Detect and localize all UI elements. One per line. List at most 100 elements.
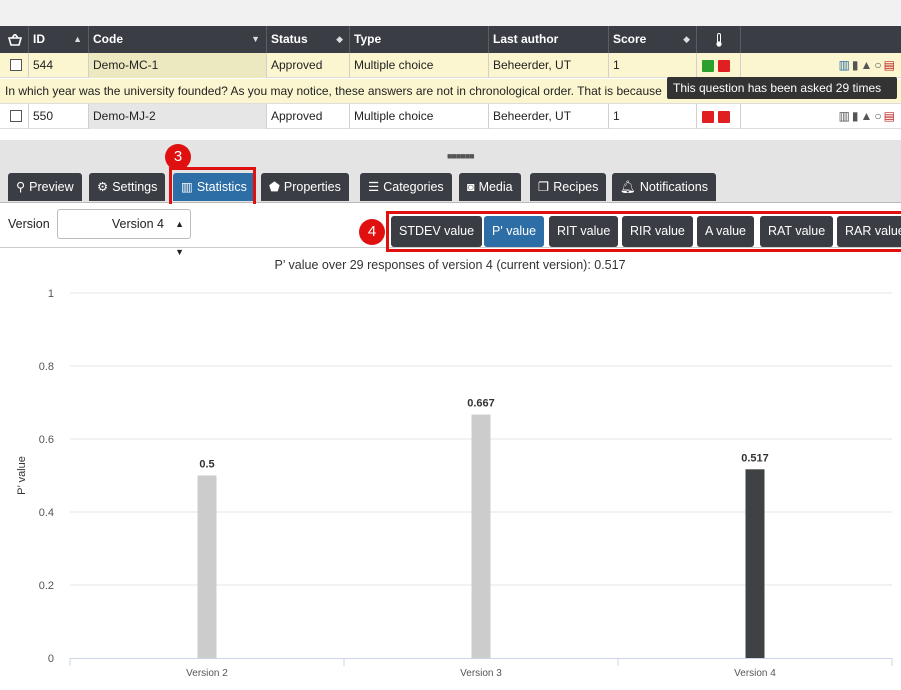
cell-last-author: Beheerder, UT bbox=[489, 104, 609, 129]
tab-categories[interactable]: ☰ Categories bbox=[360, 173, 452, 201]
gear-icon: ⚙ bbox=[97, 180, 109, 194]
tab-label: Preview bbox=[29, 180, 74, 194]
tab-notifications[interactable]: 🔔︎ Notifications bbox=[612, 173, 716, 201]
tab-statistics[interactable]: ▥ Statistics bbox=[173, 173, 255, 201]
y-tick-label: 0.8 bbox=[39, 361, 54, 373]
document-icon[interactable]: ▮ bbox=[851, 109, 861, 123]
y-tick-label: 0.2 bbox=[39, 580, 54, 592]
tab-label: Settings bbox=[112, 180, 158, 194]
tab-media[interactable]: ◙ Media bbox=[459, 173, 521, 201]
tab-bar: ⚲ Preview ⚙ Settings ▥ Statistics ⬟ Properti… bbox=[0, 166, 901, 203]
basket-icon[interactable] bbox=[0, 26, 29, 53]
top-strip bbox=[0, 0, 901, 26]
document-icon[interactable]: ▮ bbox=[851, 58, 861, 72]
header-id-label: ID bbox=[33, 32, 45, 46]
tab-label: Notifications bbox=[639, 180, 708, 194]
header-score-label: Score bbox=[613, 32, 647, 46]
row-checkbox[interactable] bbox=[10, 110, 22, 122]
step-marker-3: 3 bbox=[165, 144, 191, 170]
grip-icon[interactable]: ■■■■■■ bbox=[447, 151, 475, 161]
graduation-cap-icon[interactable]: ▲ bbox=[860, 58, 875, 72]
button-label: RAT value bbox=[768, 224, 826, 238]
tab-preview[interactable]: ⚲ Preview bbox=[8, 173, 82, 201]
thermometer-icon[interactable] bbox=[697, 26, 741, 53]
highlight-box-stat-buttons bbox=[386, 211, 901, 252]
version-label: Version bbox=[8, 217, 50, 231]
row-checkbox[interactable] bbox=[10, 59, 22, 71]
table-header: ID ▲ Code ▼ Status ◆ Type Last author Score… bbox=[0, 26, 901, 53]
tags-icon: ⬟ bbox=[269, 180, 280, 194]
y-tick-label: 0 bbox=[48, 653, 54, 665]
cell-code: Demo-MJ-2 bbox=[89, 104, 267, 129]
header-type-label: Type bbox=[354, 32, 382, 46]
button-label: STDEV value bbox=[399, 224, 475, 238]
cell-status: Approved bbox=[267, 104, 350, 129]
a-value-button[interactable]: A value bbox=[697, 216, 755, 247]
header-code-label: Code bbox=[93, 32, 123, 46]
rit-value-button[interactable]: RIT value bbox=[549, 216, 619, 247]
tab-settings[interactable]: ⚙ Settings bbox=[89, 173, 166, 201]
table-row[interactable]: 544 Demo-MC-1 Approved Multiple choice B… bbox=[0, 53, 901, 78]
cell-score: 1 bbox=[609, 53, 697, 78]
header-last-author-label: Last author bbox=[493, 32, 559, 46]
cell-last-author: Beheerder, UT bbox=[489, 53, 609, 78]
sort-desc-icon: ▼ bbox=[251, 34, 260, 44]
cell-indicators bbox=[697, 53, 741, 78]
tab-recipes[interactable]: ❐ Recipes bbox=[530, 173, 607, 201]
us-flag-icon[interactable]: ▤ bbox=[883, 109, 897, 123]
header-id[interactable]: ID ▲ bbox=[29, 26, 89, 53]
version-select[interactable]: Version 4 ▲ ▼ bbox=[57, 209, 191, 257]
button-label: RIR value bbox=[630, 224, 685, 238]
cell-status: Approved bbox=[267, 53, 350, 78]
statistics-icon[interactable]: ▥ bbox=[838, 109, 852, 123]
copy-icon: ❐ bbox=[538, 180, 550, 194]
y-axis-label: P’ value bbox=[16, 456, 28, 495]
row-select-cell bbox=[0, 104, 29, 129]
tab-properties[interactable]: ⬟ Properties bbox=[261, 173, 349, 201]
rat-value-button[interactable]: RAT value bbox=[760, 216, 834, 247]
indicator-dot bbox=[718, 111, 730, 123]
chart-title: P’ value over 29 responses of version 4 … bbox=[274, 258, 625, 272]
cell-id: 550 bbox=[29, 104, 89, 129]
rar-value-button[interactable]: RAR value bbox=[837, 216, 901, 247]
row-actions: ▥▮▲○▤ bbox=[839, 104, 897, 129]
highlight-box-statistics bbox=[169, 167, 256, 207]
stdev-value-button[interactable]: STDEV value bbox=[391, 216, 483, 247]
tab-label: Media bbox=[478, 180, 513, 194]
cell-type: Multiple choice bbox=[350, 104, 489, 129]
lightbulb-icon[interactable]: ○ bbox=[874, 109, 884, 123]
header-code[interactable]: Code ▼ bbox=[89, 26, 267, 53]
header-last-author[interactable]: Last author bbox=[489, 26, 609, 53]
button-label: RIT value bbox=[557, 224, 611, 238]
sort-icon: ◆ bbox=[336, 34, 343, 44]
header-score[interactable]: Score ◆ bbox=[609, 26, 697, 53]
indicator-dot bbox=[718, 60, 730, 72]
table-row[interactable]: 550 Demo-MJ-2 Approved Multiple choice B… bbox=[0, 104, 901, 129]
statistics-icon[interactable]: ▥ bbox=[838, 58, 852, 72]
us-flag-icon[interactable]: ▤ bbox=[883, 58, 897, 72]
y-tick-label: 0.6 bbox=[39, 434, 54, 446]
step-marker-4: 4 bbox=[359, 219, 385, 245]
button-label: P' value bbox=[492, 224, 537, 238]
bar bbox=[471, 414, 491, 658]
pane-splitter[interactable]: ■■■■■■ bbox=[0, 140, 901, 166]
tab-label: Categories bbox=[383, 180, 444, 194]
header-type[interactable]: Type bbox=[350, 26, 489, 53]
graduation-cap-icon[interactable]: ▲ bbox=[860, 109, 875, 123]
x-tick-label: Version 3 bbox=[460, 668, 502, 679]
rir-value-button[interactable]: RIR value bbox=[622, 216, 693, 247]
y-tick-label: 1 bbox=[48, 288, 54, 300]
header-status[interactable]: Status ◆ bbox=[267, 26, 350, 53]
row-select-cell bbox=[0, 53, 29, 78]
tooltip: This question has been asked 29 times bbox=[667, 77, 897, 99]
p-value-chart: P’ value over 29 responses of version 4 … bbox=[0, 249, 901, 690]
p-value-button[interactable]: P' value bbox=[484, 216, 545, 247]
lightbulb-icon[interactable]: ○ bbox=[874, 58, 884, 72]
bar-chart-icon: ▥ bbox=[181, 180, 193, 194]
tab-label: Properties bbox=[283, 180, 341, 194]
indicator-dot bbox=[702, 111, 714, 123]
button-label: RAR value bbox=[845, 224, 901, 238]
data-label: 0.5 bbox=[199, 459, 214, 471]
version-select-value: Version 4 bbox=[111, 217, 164, 231]
